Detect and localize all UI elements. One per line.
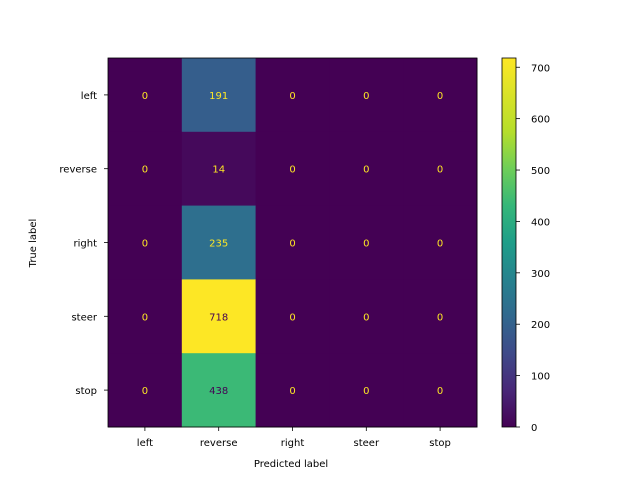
- heatmap-cell: [108, 58, 183, 133]
- x-tick-label: steer: [354, 438, 380, 449]
- heatmap-cell: [108, 205, 183, 280]
- colorbar-tick-label: 100: [531, 372, 550, 383]
- x-tick-label: reverse: [200, 438, 238, 449]
- heatmap-cell-value: 438: [209, 386, 228, 397]
- y-tick-label: stop: [75, 386, 97, 397]
- x-tick-label: right: [281, 438, 305, 449]
- heatmap-cell: [403, 279, 478, 354]
- x-tick-label: left: [137, 438, 153, 449]
- heatmap-cell-value: 0: [142, 386, 148, 397]
- heatmap-cell-value: 0: [437, 91, 443, 102]
- heatmap-cell: [329, 58, 404, 133]
- heatmap-cell: [108, 353, 183, 428]
- heatmap-cell-value: 14: [212, 165, 225, 176]
- colorbar: [501, 57, 517, 428]
- colorbar-tick-label: 700: [531, 63, 550, 74]
- heatmap-cell-value: 0: [142, 165, 148, 176]
- heatmap-cell: [329, 279, 404, 354]
- heatmap-cell: [181, 353, 257, 428]
- heatmap-cell: [181, 58, 257, 133]
- y-tick-label: steer: [71, 312, 97, 323]
- heatmap-cell: [403, 205, 478, 280]
- heatmap-cell: [255, 205, 330, 280]
- heatmap-cell-value: 718: [209, 312, 228, 323]
- heatmap-cell-value: 0: [363, 239, 369, 250]
- heatmap-cell: [403, 58, 478, 133]
- heatmap-cell: [108, 279, 183, 354]
- colorbar-tick-label: 400: [531, 217, 550, 228]
- heatmap-cell-value: 0: [363, 386, 369, 397]
- heatmap-cell: [181, 279, 257, 354]
- heatmap-cell-value: 0: [363, 312, 369, 323]
- heatmap-cell-value: 0: [437, 312, 443, 323]
- colorbar-ticks: 0 100 200 300 400 500 600 700: [516, 63, 550, 434]
- heatmap-cell-value: 0: [142, 91, 148, 102]
- heatmap-cell-value: 0: [289, 239, 295, 250]
- heatmap-cell: [329, 131, 404, 207]
- colorbar-tick-label: 300: [531, 269, 550, 280]
- x-tick-label: stop: [429, 438, 451, 449]
- heatmap-cell-value: 235: [209, 239, 228, 250]
- heatmap-cell: [255, 279, 330, 354]
- y-axis-ticks: left reverse right steer stop: [59, 91, 108, 397]
- x-axis-label: Predicted label: [254, 459, 328, 470]
- y-tick-label: reverse: [59, 165, 97, 176]
- y-axis-label: True label: [28, 219, 39, 269]
- heatmap-cell: [403, 131, 478, 207]
- heatmap-cell-value: 0: [289, 165, 295, 176]
- heatmap-cell-value: 0: [142, 239, 148, 250]
- heatmap-cell-value: 0: [437, 165, 443, 176]
- heatmap-cell: [329, 353, 404, 428]
- colorbar-tick-label: 500: [531, 166, 550, 177]
- colorbar-tick-label: 200: [531, 320, 550, 331]
- heatmap-cell: [329, 205, 404, 280]
- heatmap-cell: [255, 353, 330, 428]
- heatmap-cell-value: 0: [289, 312, 295, 323]
- colorbar-tick-label: 0: [531, 423, 537, 434]
- heatmap-cell: [181, 131, 257, 207]
- heatmap-cell-value: 0: [437, 239, 443, 250]
- heatmap-cell: [403, 353, 478, 428]
- heatmap-cell: [255, 131, 330, 207]
- heatmap-cell: [255, 58, 330, 133]
- heatmap-cell: [108, 131, 183, 207]
- heatmap-cell: [181, 205, 257, 280]
- heatmap-cell-value: 0: [363, 165, 369, 176]
- heatmap-plot-area: 0 191 0 0 0 0 14 0 0 0 0 235 0 0 0 0 718 0 0 0 0 438 0 0 0: [108, 58, 478, 428]
- heatmap-cell-value: 0: [289, 91, 295, 102]
- heatmap-cell-value: 0: [142, 312, 148, 323]
- y-tick-label: right: [74, 239, 98, 250]
- y-tick-label: left: [81, 91, 97, 102]
- heatmap-cell-value: 0: [363, 91, 369, 102]
- x-axis-ticks: left reverse right steer stop: [137, 427, 451, 449]
- heatmap-cell-value: 191: [209, 91, 228, 102]
- heatmap-cell-value: 0: [289, 386, 295, 397]
- heatmap-cell-value: 0: [437, 386, 443, 397]
- colorbar-tick-label: 600: [531, 115, 550, 126]
